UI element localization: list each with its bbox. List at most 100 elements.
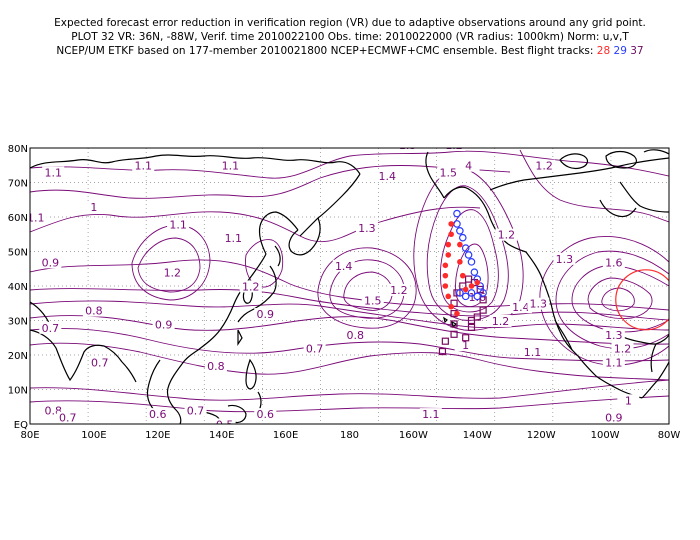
contour-label: 1.1 (27, 211, 45, 224)
track-b-marker (458, 233, 467, 242)
track-b-marker (476, 282, 485, 290)
track-c-marker (441, 337, 449, 345)
contour-label-bg (222, 232, 245, 245)
contour-label: 1.1 (605, 356, 623, 369)
contour-label-bg (254, 408, 277, 421)
contour-label: 0.9 (155, 318, 173, 331)
track-c-marker (453, 289, 461, 297)
track-b-marker (467, 258, 476, 266)
contour-label: 0.7 (91, 356, 109, 369)
contour-label: 1.4 (335, 260, 353, 273)
contour-label: 1.3 (358, 222, 376, 235)
contour-label: 1 (90, 201, 97, 214)
contour-label: 1.2 (390, 284, 408, 297)
track-a-marker (454, 310, 460, 317)
lat-label: 20N (8, 351, 28, 362)
track-b-marker (453, 209, 461, 218)
track-a-marker (442, 262, 449, 269)
lat-label: 80N (8, 144, 28, 155)
contour-label-bg (56, 411, 79, 424)
contour-label-bg (495, 228, 518, 241)
track-b-marker (479, 289, 487, 297)
contour-label: 0.6 (257, 408, 275, 421)
contour-label: 0.9 (257, 308, 275, 321)
lat-label: 70N (8, 179, 28, 190)
flight-tracks (438, 209, 487, 356)
track-c-marker (479, 306, 487, 314)
contour-label: 1.3 (605, 329, 623, 342)
contour-label-bg (146, 408, 169, 421)
contour-label: 1.4 (379, 170, 397, 183)
contour-label-bg (457, 159, 480, 172)
contour-label: 1.2 (164, 267, 182, 280)
contour-label-bg (527, 297, 550, 310)
contour-label: 0.9 (42, 256, 60, 269)
contour-label: 1.6 (605, 256, 623, 269)
track-b-marker (473, 292, 482, 301)
track-c-marker (450, 330, 458, 338)
track-a-marker (457, 241, 463, 248)
contour-label-bg (303, 342, 326, 355)
contour-label-bg (521, 346, 544, 358)
contour-label-bg (489, 314, 512, 327)
contour-label-bg (361, 294, 384, 307)
contour-label: 1.2 (535, 160, 553, 173)
title-line-1: Expected forecast error reduction in ver… (54, 17, 646, 29)
contour-label-bg (602, 256, 625, 269)
contour-label-bg (161, 266, 184, 279)
lon-label: 80E (20, 430, 39, 441)
track-b-marker (461, 292, 470, 301)
track-c-marker (462, 334, 470, 342)
contour-label: 4 (465, 160, 472, 173)
title-line-3-text: NCEP/UM ETKF based on 177-member 2010021… (56, 45, 594, 57)
track-c-marker (467, 316, 476, 325)
track-b-label: 29 (613, 45, 627, 57)
coastlines (30, 149, 669, 424)
lon-label: 100E (81, 430, 106, 441)
contour-label: 1.5 (440, 167, 458, 180)
lon-label: 140W (463, 430, 492, 441)
contour-label-bg (466, 290, 489, 303)
track-a-marker (445, 241, 452, 248)
contour-label: 0.5 (216, 418, 234, 431)
contour-label: 0.8 (347, 329, 365, 342)
contour-label-bg (602, 356, 625, 369)
contour-label: 1.2 (614, 343, 632, 356)
lon-label: 120W (527, 430, 556, 441)
contour-label: 1 (462, 339, 469, 352)
track-a-marker (468, 283, 475, 289)
contour-label-bg (39, 321, 62, 334)
contour-label: 1.1 (44, 167, 62, 180)
longitude-labels: 80E 100E 120E 140E 160E 180 160W 140W 120W 100W 80… (20, 430, 680, 441)
track-c-marker (438, 347, 447, 356)
contour-label: 1 (625, 394, 632, 407)
contour-label-bg (82, 201, 105, 214)
lon-label: 100W (591, 430, 620, 441)
contour-label: 0.9 (605, 412, 623, 425)
contour-label: 1.5 (364, 294, 382, 307)
track-b-marker (461, 244, 470, 252)
track-a-marker (459, 272, 466, 279)
title-line-2: PLOT 32 VR: 36N, -88W, Verif. time 20100… (71, 31, 629, 43)
title-line-3: NCEP/UM ETKF based on 177-member 2010021… (0, 44, 700, 58)
contour-label: 1.4 (512, 301, 530, 314)
lat-label: EQ (14, 420, 28, 431)
lat-label: 40N (8, 282, 28, 293)
track-c-marker (459, 282, 467, 290)
contour-label: 1.3 (556, 253, 574, 266)
track-a-marker (442, 283, 449, 289)
contour-label-bg (533, 159, 556, 172)
contour-label: 1.1 (222, 160, 240, 173)
contour-label-bg (184, 404, 207, 417)
contour-label-bg (88, 356, 111, 369)
contour-label-bg (509, 301, 532, 314)
lat-label: 60N (8, 213, 28, 224)
track-a-marker (448, 231, 454, 238)
contour-label-bg (611, 342, 634, 355)
contour-label: 1.3 (399, 139, 417, 152)
contour-label-bg (167, 218, 190, 231)
track-c-marker (464, 275, 473, 283)
lat-label: 10N (8, 386, 28, 397)
track-b-marker (456, 289, 464, 297)
